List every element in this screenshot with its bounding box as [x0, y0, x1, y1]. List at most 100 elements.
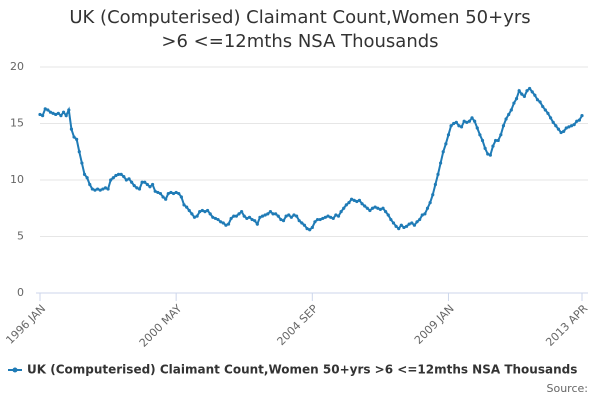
data-point	[268, 210, 273, 214]
data-point	[493, 138, 498, 143]
x-tick-label: 2009 JAN	[412, 302, 457, 347]
data-point	[61, 110, 66, 114]
data-point	[428, 201, 432, 205]
data-point	[507, 112, 511, 117]
data-point	[308, 228, 312, 232]
data-point	[203, 210, 207, 214]
data-point	[488, 153, 492, 157]
data-point	[122, 175, 126, 179]
data-point	[491, 144, 495, 148]
x-tick-label: 2004 SEP	[275, 302, 321, 348]
data-point	[213, 216, 218, 221]
data-point	[554, 124, 558, 128]
data-point	[480, 138, 485, 143]
data-point	[321, 216, 325, 221]
x-tick-label: 1996 JAN	[3, 302, 48, 347]
data-point	[127, 177, 131, 181]
data-point	[525, 89, 529, 93]
data-point	[360, 202, 364, 206]
data-point	[355, 199, 359, 204]
data-point	[205, 208, 210, 213]
data-point	[402, 225, 406, 230]
data-point	[457, 124, 461, 128]
data-point	[174, 190, 178, 195]
data-point	[137, 187, 142, 191]
data-point	[310, 225, 314, 230]
data-point	[192, 215, 197, 219]
data-point	[444, 142, 448, 146]
data-point	[349, 197, 354, 201]
data-point	[258, 215, 262, 219]
data-point	[103, 186, 108, 190]
data-point	[486, 152, 490, 156]
data-point	[300, 221, 304, 225]
data-point	[56, 111, 60, 115]
data-point	[412, 223, 417, 227]
data-point	[352, 198, 356, 202]
data-point	[88, 182, 92, 187]
data-point	[496, 138, 500, 143]
data-point	[569, 124, 574, 128]
data-point	[41, 113, 45, 118]
data-point	[399, 223, 403, 227]
data-point	[368, 208, 372, 213]
data-point	[297, 219, 301, 223]
data-point	[533, 93, 537, 97]
data-point	[46, 108, 50, 112]
data-point	[441, 150, 445, 154]
data-point	[336, 214, 341, 218]
data-point	[101, 187, 105, 191]
data-point	[158, 191, 163, 196]
data-point	[389, 217, 393, 222]
data-point	[287, 213, 291, 217]
y-tick-label: 15	[10, 117, 24, 130]
data-point	[161, 195, 165, 199]
data-point	[281, 219, 286, 223]
data-point	[106, 187, 110, 191]
y-tick-label: 5	[17, 230, 24, 243]
data-point	[255, 222, 259, 226]
data-point	[410, 221, 414, 225]
data-point	[483, 146, 487, 150]
data-point	[535, 98, 540, 102]
legend-label: UK (Computerised) Claimant Count,Women 5…	[27, 363, 577, 377]
data-point	[404, 224, 409, 228]
data-point	[150, 182, 155, 187]
data-point	[433, 182, 437, 187]
data-point	[266, 212, 270, 216]
data-point	[177, 191, 181, 196]
data-point	[148, 185, 152, 189]
data-point	[543, 108, 547, 112]
data-point	[475, 126, 479, 130]
data-point	[504, 117, 508, 121]
data-point	[436, 172, 440, 176]
data-point	[38, 112, 42, 117]
data-point	[512, 101, 516, 105]
data-point	[221, 221, 225, 225]
x-tick-label: 2000 MAY	[137, 302, 185, 350]
data-point	[72, 135, 76, 139]
data-point	[229, 216, 233, 221]
data-point	[232, 214, 236, 218]
data-point	[132, 184, 136, 188]
data-point	[305, 226, 309, 231]
data-point	[567, 125, 571, 129]
data-point	[116, 172, 121, 176]
data-point	[318, 217, 322, 222]
data-point	[250, 217, 254, 222]
data-point	[470, 116, 474, 120]
data-point	[575, 119, 579, 123]
data-point	[394, 224, 398, 228]
data-point	[577, 118, 581, 122]
data-point	[425, 206, 430, 210]
chart-title: UK (Computerised) Claimant Count,Women 5…	[69, 7, 531, 52]
data-point	[124, 178, 129, 182]
data-point	[446, 133, 451, 137]
data-point	[90, 187, 94, 191]
data-point	[135, 186, 139, 190]
data-point	[153, 189, 157, 193]
data-point	[331, 216, 335, 221]
data-point	[67, 108, 71, 112]
y-tick-label: 0	[17, 286, 24, 299]
data-point	[240, 210, 244, 214]
